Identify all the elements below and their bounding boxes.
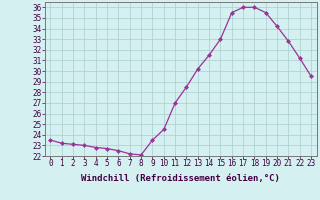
X-axis label: Windchill (Refroidissement éolien,°C): Windchill (Refroidissement éolien,°C) [81, 174, 280, 183]
